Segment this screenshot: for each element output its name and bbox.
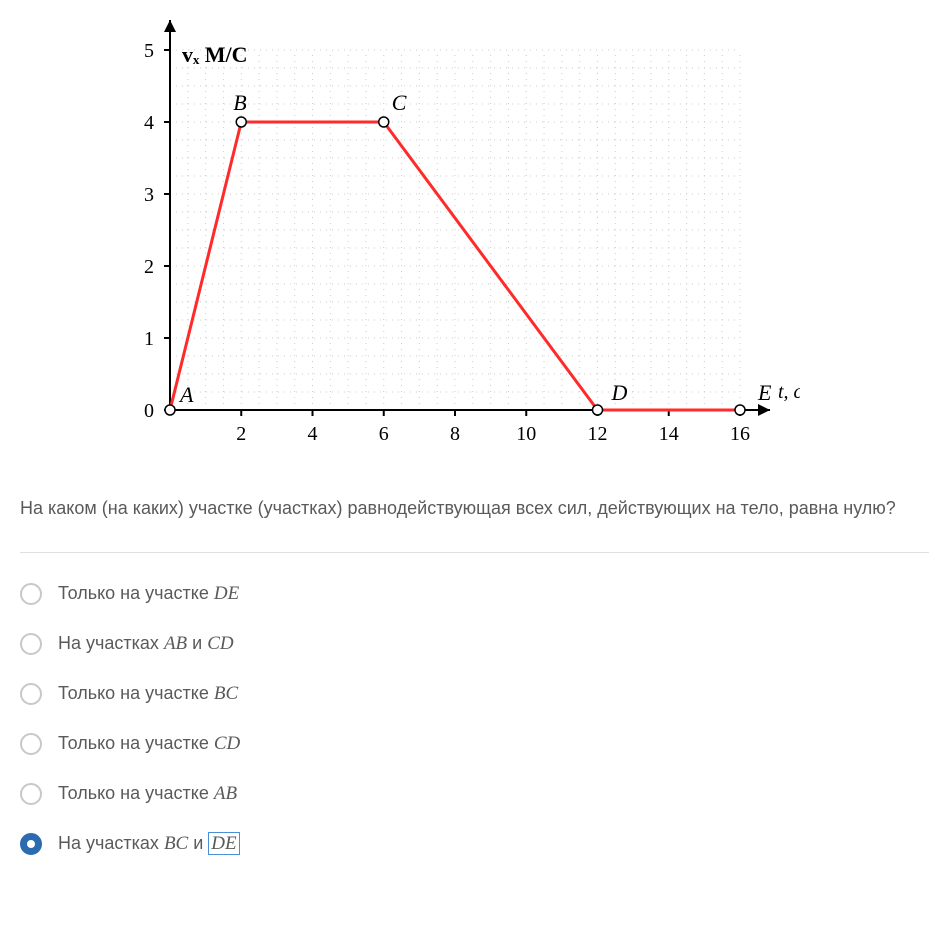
answer-options: Только на участке DE На участках AB и CD Т… [20, 583, 929, 855]
svg-text:D: D [611, 380, 628, 405]
svg-text:8: 8 [450, 423, 460, 445]
option-label: Только на участке BC [58, 683, 238, 705]
option-label: На участках AB и CD [58, 633, 234, 655]
svg-text:16: 16 [730, 423, 750, 445]
svg-text:10: 10 [516, 423, 536, 445]
radio-button[interactable] [20, 583, 42, 605]
svg-text:14: 14 [659, 423, 679, 445]
answer-option-3[interactable]: Только на участке CD [20, 733, 929, 755]
svg-text:2: 2 [236, 423, 246, 445]
radio-button[interactable] [20, 833, 42, 855]
answer-option-4[interactable]: Только на участке AB [20, 783, 929, 805]
svg-text:1: 1 [144, 328, 154, 350]
option-label: На участках BC и DE [58, 833, 240, 855]
answer-option-0[interactable]: Только на участке DE [20, 583, 929, 605]
radio-button[interactable] [20, 633, 42, 655]
option-label: Только на участке CD [58, 733, 240, 755]
question-text: На каком (на каких) участке (участках) р… [20, 495, 929, 522]
option-label: Только на участке DE [58, 583, 239, 605]
answer-option-5[interactable]: На участках BC и DE [20, 833, 929, 855]
svg-text:2: 2 [144, 256, 154, 278]
svg-text:E: E [757, 380, 772, 405]
radio-button[interactable] [20, 783, 42, 805]
svg-text:5: 5 [144, 40, 154, 62]
svg-text:4: 4 [144, 112, 154, 134]
radio-button[interactable] [20, 683, 42, 705]
svg-text:A: A [178, 382, 194, 407]
svg-text:t, с: t, с [778, 381, 800, 403]
svg-text:3: 3 [144, 184, 154, 206]
svg-text:12: 12 [588, 423, 608, 445]
option-label: Только на участке AB [58, 783, 237, 805]
svg-text:0: 0 [144, 400, 154, 422]
divider [20, 552, 929, 553]
svg-text:6: 6 [379, 423, 389, 445]
velocity-chart: 246810121416012345vₓ, м/сt, сvₓ М/СABCDE [100, 20, 929, 465]
answer-option-1[interactable]: На участках AB и CD [20, 633, 929, 655]
answer-option-2[interactable]: Только на участке BC [20, 683, 929, 705]
radio-button[interactable] [20, 733, 42, 755]
svg-text:C: C [392, 90, 407, 115]
svg-text:vₓ М/С: vₓ М/С [182, 42, 248, 67]
svg-text:4: 4 [308, 423, 318, 445]
svg-text:B: B [233, 90, 246, 115]
